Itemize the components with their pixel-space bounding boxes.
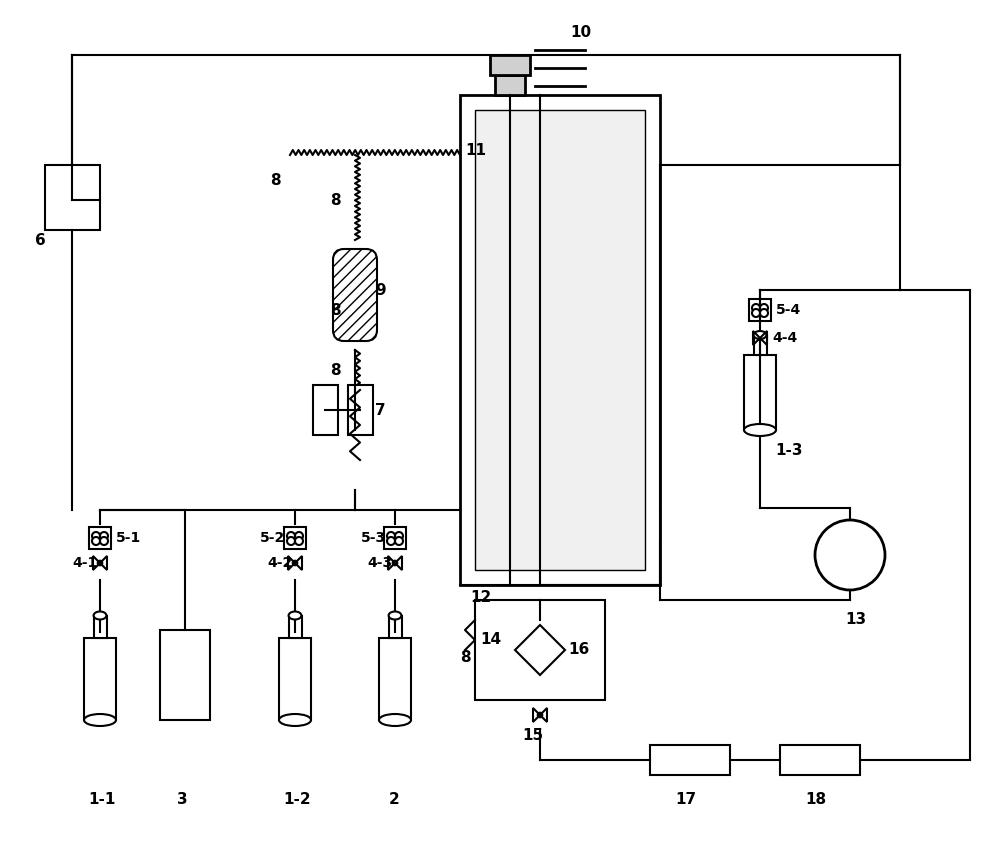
Circle shape (395, 537, 403, 545)
Text: 11: 11 (465, 142, 486, 157)
Ellipse shape (94, 611, 106, 620)
Circle shape (815, 520, 885, 590)
Circle shape (387, 537, 395, 545)
Circle shape (760, 309, 768, 317)
Circle shape (757, 335, 763, 341)
Circle shape (752, 304, 760, 312)
Bar (749, 299, 771, 321)
Text: 4-2: 4-2 (267, 556, 292, 570)
Bar (744, 355, 776, 430)
Text: 15: 15 (522, 727, 543, 743)
Bar (84, 637, 116, 720)
Bar (754, 335, 767, 355)
Circle shape (92, 532, 100, 540)
Bar (475, 600, 605, 700)
Ellipse shape (379, 714, 411, 726)
Text: 8: 8 (330, 363, 341, 377)
Circle shape (295, 532, 303, 540)
Ellipse shape (84, 714, 116, 726)
Bar (384, 527, 406, 549)
Text: 2: 2 (389, 792, 400, 807)
Text: 1-2: 1-2 (283, 792, 311, 807)
Bar (495, 75, 525, 95)
Bar (379, 637, 411, 720)
Bar (389, 616, 402, 637)
Bar (89, 527, 111, 549)
Bar (160, 630, 210, 720)
Circle shape (100, 532, 108, 540)
Ellipse shape (389, 611, 401, 620)
Bar (313, 385, 338, 435)
Bar (780, 745, 860, 775)
Text: 1-3: 1-3 (775, 443, 802, 457)
Circle shape (537, 712, 543, 718)
Text: 1-1: 1-1 (88, 792, 115, 807)
Bar (475, 110, 645, 570)
Text: 8: 8 (460, 651, 471, 665)
Circle shape (387, 532, 395, 540)
Bar (490, 55, 530, 75)
Text: 4-3: 4-3 (367, 556, 392, 570)
Ellipse shape (754, 331, 766, 339)
Text: 7: 7 (375, 402, 386, 418)
Text: 5-2: 5-2 (260, 531, 285, 545)
Text: 5-1: 5-1 (116, 531, 141, 545)
Text: 14: 14 (480, 632, 501, 647)
Ellipse shape (744, 424, 776, 436)
Text: 10: 10 (570, 24, 591, 40)
Circle shape (760, 304, 768, 312)
Text: 8: 8 (330, 302, 341, 317)
FancyBboxPatch shape (333, 249, 377, 341)
Text: 17: 17 (675, 792, 696, 807)
Text: 9: 9 (375, 283, 386, 297)
Bar (348, 385, 373, 435)
Bar (289, 616, 302, 637)
Circle shape (287, 532, 295, 540)
Circle shape (295, 537, 303, 545)
Circle shape (292, 560, 298, 566)
Bar (284, 527, 306, 549)
Ellipse shape (289, 611, 301, 620)
Text: 3: 3 (177, 792, 188, 807)
Circle shape (395, 532, 403, 540)
Bar (650, 745, 730, 775)
Bar (94, 616, 107, 637)
Text: 4-1: 4-1 (72, 556, 97, 570)
Circle shape (92, 537, 100, 545)
Ellipse shape (279, 714, 311, 726)
Bar (460, 95, 660, 585)
Text: 4-4: 4-4 (772, 331, 797, 345)
Circle shape (752, 309, 760, 317)
Text: 13: 13 (845, 612, 866, 627)
Text: 18: 18 (805, 792, 826, 807)
Text: 16: 16 (568, 642, 589, 658)
Text: 6: 6 (35, 232, 46, 248)
Text: 5-3: 5-3 (361, 531, 386, 545)
Circle shape (97, 560, 103, 566)
Bar (45, 165, 100, 230)
Text: 8: 8 (270, 173, 281, 188)
Text: 8: 8 (330, 193, 341, 207)
Text: 12: 12 (470, 590, 491, 605)
Circle shape (392, 560, 398, 566)
Circle shape (100, 537, 108, 545)
Bar (279, 637, 311, 720)
Circle shape (287, 537, 295, 545)
Text: 5-4: 5-4 (776, 303, 801, 317)
